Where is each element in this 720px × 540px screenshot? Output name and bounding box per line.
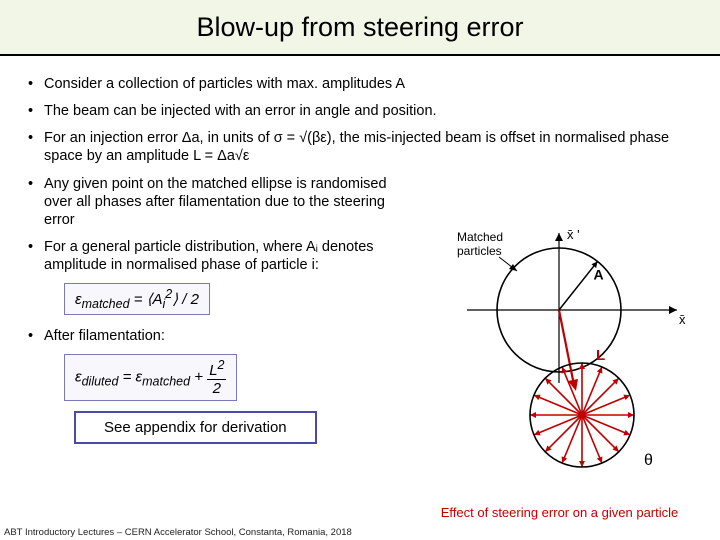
- svg-text:L: L: [596, 347, 605, 364]
- diagram-caption: Effect of steering error on a given part…: [417, 505, 702, 520]
- equation-matched: εmatched = ⟨Ai2⟩ / 2: [64, 283, 210, 315]
- svg-text:x̄: x̄: [679, 312, 686, 327]
- appendix-box: See appendix for derivation: [74, 411, 317, 444]
- svg-text:θ: θ: [644, 452, 653, 469]
- bullet-2: The beam can be injected with an error i…: [24, 102, 696, 120]
- svg-text:Matched: Matched: [457, 230, 503, 244]
- svg-text:A: A: [594, 266, 604, 282]
- phase-space-diagram: Ax̄ ' x̄ Matchedparticles Lθ: [417, 218, 702, 498]
- svg-text:x̄ ': x̄ ': [567, 227, 580, 242]
- bullet-6: After filamentation:: [24, 327, 394, 345]
- bullet-5: For a general particle distribution, whe…: [24, 238, 394, 274]
- bullet-4: Any given point on the matched ellipse i…: [24, 175, 394, 229]
- footer-text: ABT Introductory Lectures – CERN Acceler…: [4, 527, 352, 538]
- page-title: Blow-up from steering error: [196, 12, 523, 43]
- bullet-3: For an injection error Δa, in units of σ…: [24, 129, 696, 165]
- svg-text:particles: particles: [457, 244, 502, 258]
- equation-diluted: εdiluted = εmatched + L22: [64, 354, 237, 401]
- bullet-1: Consider a collection of particles with …: [24, 75, 696, 93]
